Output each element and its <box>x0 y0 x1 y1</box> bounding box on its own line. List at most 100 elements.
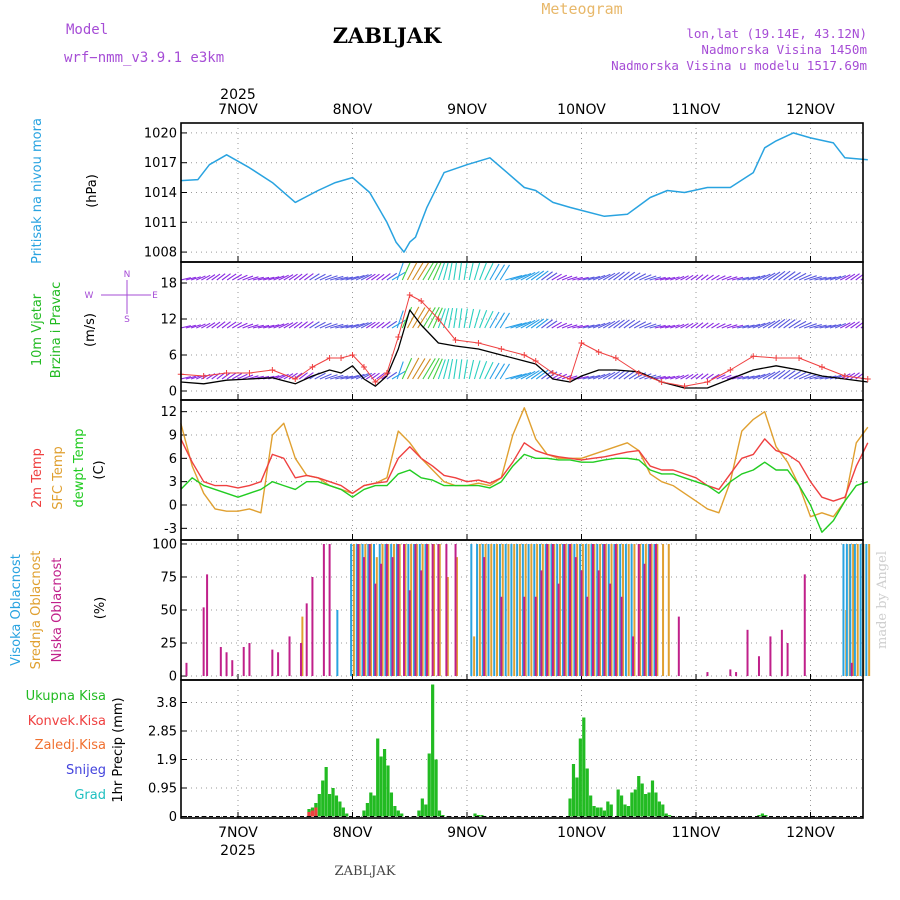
wind-barb <box>360 321 373 329</box>
precip-total-bar <box>376 738 380 817</box>
precip-total-bar <box>568 798 572 817</box>
wind-barb <box>453 262 458 281</box>
wind-barb <box>365 321 376 329</box>
wind-barb <box>422 307 436 329</box>
wind-barb <box>654 324 666 329</box>
wind-gust-marker <box>326 355 333 361</box>
wind-barb <box>309 321 320 329</box>
precip-total-bar <box>623 804 627 817</box>
precip-total-bar <box>372 795 376 817</box>
precip-total-bar <box>657 801 661 817</box>
wind-gust-marker <box>360 364 367 370</box>
wind-barb <box>283 322 294 329</box>
wind-barb <box>737 324 749 329</box>
wind-barb <box>401 357 413 380</box>
legend-conv: Konvek.Kisa <box>28 714 106 729</box>
precip-total-bar <box>345 813 349 817</box>
wind-gust-marker <box>435 316 442 322</box>
wind-barb <box>226 372 237 380</box>
wind-barb <box>685 373 694 380</box>
precip-unit: 1hr Precip (mm) <box>111 697 126 802</box>
y-tick-label: 1011 <box>144 216 177 231</box>
wind-barb <box>685 322 694 329</box>
wind-barb <box>567 276 578 281</box>
wind-barb <box>293 273 303 281</box>
wind-barb <box>772 369 786 380</box>
watermark: made by Angel <box>875 551 890 649</box>
wind-barb <box>804 374 817 380</box>
precip-total-bar <box>760 813 765 817</box>
wind-barb <box>499 363 510 380</box>
wind-barb <box>206 274 216 281</box>
mslp-line <box>180 132 868 253</box>
y-tick-label: 0 <box>169 670 177 685</box>
wind-barb <box>412 307 426 329</box>
day-label-top: 12NOV <box>786 102 835 118</box>
wind-barb <box>798 274 812 281</box>
wind-barb <box>335 324 349 329</box>
wind-barb <box>190 375 201 380</box>
wind-barb <box>278 373 289 380</box>
wind-barb <box>757 273 771 281</box>
wind-barb <box>680 275 689 281</box>
precip-total-bar <box>476 815 481 817</box>
wind-barb <box>783 370 796 380</box>
temp-unit: (C) <box>92 460 107 479</box>
wind-gust-marker <box>475 340 482 346</box>
wind-barb <box>731 375 744 380</box>
y-tick-label: 9 <box>169 429 177 444</box>
wind-barb <box>304 321 314 329</box>
wind-barb <box>396 310 404 329</box>
wind-barb <box>355 322 369 329</box>
y-tick-label: 1017 <box>144 156 177 171</box>
wind-gust-marker <box>750 353 757 360</box>
precip-legend: Ukupna Kisa Konvek.Kisa Zaledj.Kisa Snij… <box>26 689 106 803</box>
wind-barb <box>809 276 822 281</box>
wind-barb <box>767 370 781 380</box>
wind-gust-marker <box>521 352 528 358</box>
wind-barb <box>442 358 450 380</box>
wind-barb <box>494 264 506 281</box>
tdew-line <box>180 453 869 533</box>
station-title: ZABLJAK <box>333 23 442 48</box>
wind-barb <box>592 274 606 281</box>
precip-total-bar <box>647 792 651 817</box>
wind-barb <box>185 324 196 329</box>
precip-total-bar <box>606 801 610 817</box>
model-name: wrf−nmm_v3.9.1 e3km <box>64 50 224 66</box>
wind-barb <box>226 273 237 281</box>
precip-total-bar <box>619 795 624 817</box>
model-label: Model <box>66 22 108 38</box>
wind-barb <box>742 276 755 281</box>
wind-barb <box>278 274 289 281</box>
wind-barb <box>494 363 506 380</box>
wind-barb <box>840 322 851 329</box>
wind-barb <box>242 323 254 329</box>
wind-barb <box>381 321 391 329</box>
wind-barb <box>499 312 510 329</box>
wind-barb <box>309 273 320 281</box>
wind-gust-marker <box>578 340 585 346</box>
altitude-label: Nadmorska Visina 1450m <box>701 42 867 57</box>
wind-barb <box>273 323 285 329</box>
wind-gust-marker <box>246 370 253 376</box>
wind-barb <box>242 275 254 281</box>
precip-total-bar <box>386 765 390 817</box>
wind-barb <box>644 275 657 281</box>
wind-barb <box>747 323 761 329</box>
precip-total-bar <box>571 764 576 817</box>
wind-barb <box>458 308 463 329</box>
wind-barb <box>381 273 391 281</box>
wind-barb <box>185 375 196 380</box>
temp-label-2m: 2m Temp <box>30 448 45 508</box>
wind-barb <box>623 319 636 329</box>
precip-total-bar <box>334 795 339 817</box>
wind-barb <box>731 324 744 329</box>
wind-barb <box>448 358 454 380</box>
wind-barb <box>556 274 568 281</box>
wind-barb <box>793 371 807 380</box>
day-label-bottom: 10NOV <box>557 825 606 841</box>
day-label-top: 10NOV <box>557 102 606 118</box>
wind-barb <box>406 306 420 329</box>
precip-conv-bar <box>307 812 311 817</box>
